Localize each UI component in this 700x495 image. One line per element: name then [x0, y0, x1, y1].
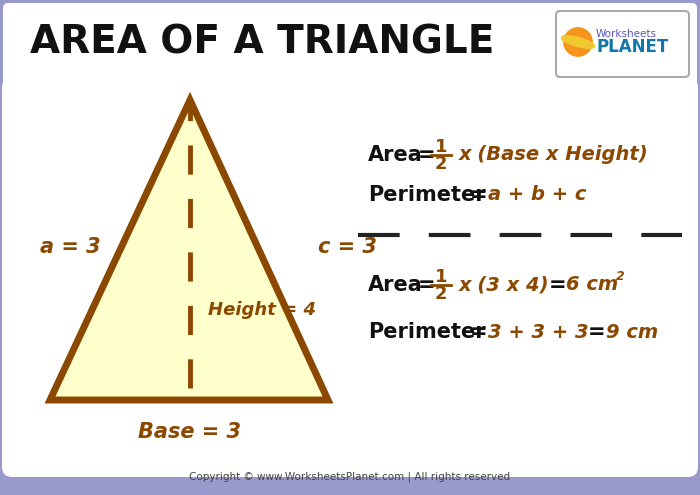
Text: a + b + c: a + b + c [488, 186, 587, 204]
Text: c = 3: c = 3 [318, 237, 377, 257]
Text: 9 cm: 9 cm [606, 323, 658, 342]
Text: x (3 x 4): x (3 x 4) [459, 276, 550, 295]
Circle shape [564, 28, 592, 56]
Text: 3 + 3 + 3: 3 + 3 + 3 [488, 323, 589, 342]
Text: Area: Area [368, 145, 423, 165]
FancyBboxPatch shape [2, 77, 698, 477]
Text: Perimeter: Perimeter [368, 185, 486, 205]
Ellipse shape [561, 36, 594, 48]
Text: Perimeter: Perimeter [368, 322, 486, 342]
Text: AREA OF A TRIANGLE: AREA OF A TRIANGLE [30, 24, 494, 62]
Text: 2: 2 [616, 270, 624, 284]
FancyBboxPatch shape [3, 3, 697, 85]
Text: 2: 2 [435, 285, 447, 303]
Text: =: = [470, 185, 488, 205]
Text: 6 cm: 6 cm [566, 276, 618, 295]
Text: Worksheets: Worksheets [596, 29, 657, 39]
Text: =: = [418, 275, 435, 295]
Text: =: = [549, 275, 566, 295]
Text: 2: 2 [435, 155, 447, 173]
Text: =: = [588, 322, 606, 342]
Text: x (Base x Height): x (Base x Height) [459, 146, 649, 164]
FancyBboxPatch shape [556, 11, 689, 77]
Text: PLANET: PLANET [596, 38, 668, 56]
Text: =: = [418, 145, 435, 165]
Text: 1: 1 [435, 138, 447, 156]
Text: Area: Area [368, 275, 423, 295]
Text: Copyright © www.WorksheetsPlanet.com | All rights reserved: Copyright © www.WorksheetsPlanet.com | A… [190, 472, 510, 482]
Text: =: = [470, 322, 488, 342]
Text: 1: 1 [435, 268, 447, 286]
Circle shape [564, 28, 592, 56]
Text: a = 3: a = 3 [40, 237, 100, 257]
Text: Base = 3: Base = 3 [139, 422, 241, 442]
Ellipse shape [561, 36, 594, 48]
Polygon shape [50, 100, 328, 400]
Text: Height = 4: Height = 4 [208, 301, 316, 319]
